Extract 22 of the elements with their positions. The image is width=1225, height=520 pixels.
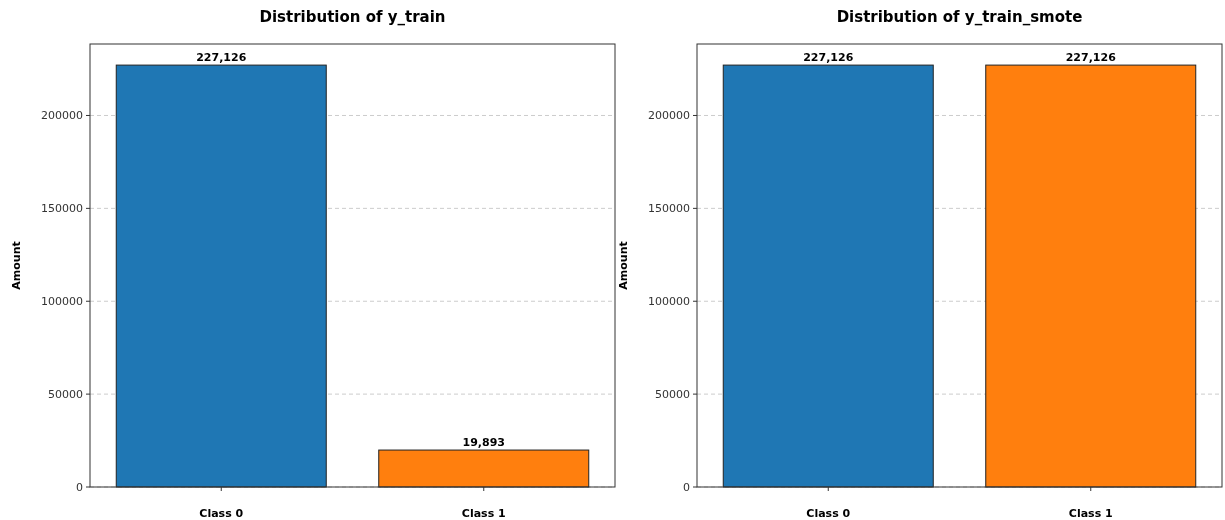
y-axis-title: Amount — [617, 241, 630, 290]
x-tick-label: Class 1 — [1068, 507, 1113, 520]
y-tick-label: 150000 — [41, 202, 83, 216]
y-tick-label: 150000 — [648, 202, 690, 216]
chart-title: Distribution of y_train_smote — [836, 8, 1083, 26]
data-label: 227,126 — [803, 51, 854, 65]
data-label: 227,126 — [196, 51, 247, 65]
data-label: 19,893 — [462, 436, 505, 450]
y-tick-label: 0 — [683, 480, 690, 494]
chart-title: Distribution of y_train — [259, 8, 446, 26]
y-tick-label: 200000 — [41, 109, 83, 123]
x-tick-label: Class 1 — [461, 507, 506, 520]
y-tick-label: 100000 — [648, 295, 690, 309]
y-tick-label: 0 — [76, 480, 83, 494]
y-tick-label: 50000 — [48, 387, 83, 401]
x-tick-label: Class 0 — [806, 507, 851, 520]
x-tick-label: Class 0 — [199, 507, 244, 520]
y-axis-title: Amount — [10, 241, 23, 290]
y-tick-label: 100000 — [41, 295, 83, 309]
data-label: 227,126 — [1065, 51, 1117, 65]
y-tick-label: 50000 — [655, 387, 690, 401]
y-tick-label: 200000 — [648, 109, 690, 123]
